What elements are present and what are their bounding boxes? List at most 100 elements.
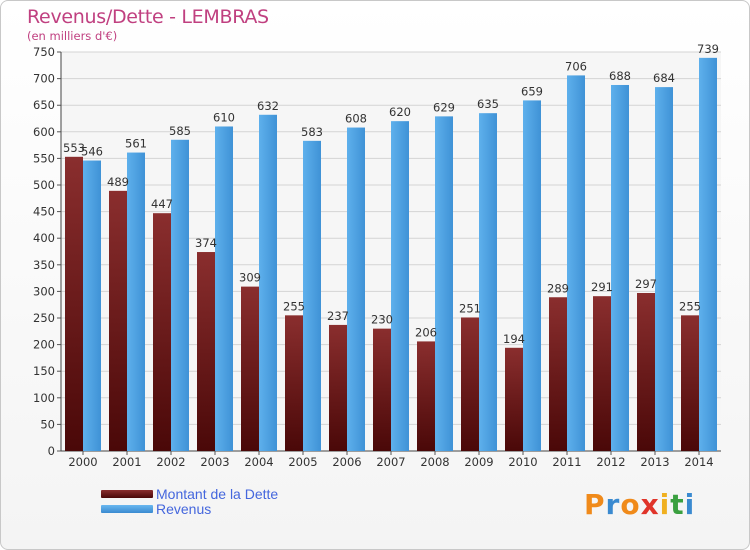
y-tick-label: 750 — [33, 45, 55, 59]
y-tick-label: 400 — [33, 231, 55, 245]
data-label-revenus: 635 — [477, 97, 499, 111]
logo-letter: P — [584, 488, 606, 521]
y-tick-label: 500 — [33, 178, 55, 192]
y-tick-label: 100 — [33, 391, 55, 405]
data-label-dette: 489 — [107, 175, 129, 189]
data-label-revenus: 684 — [653, 71, 675, 85]
logo-letter: t — [670, 488, 685, 521]
bar-dette — [153, 213, 171, 451]
x-tick-label: 2007 — [376, 455, 405, 469]
x-tick-label: 2010 — [508, 455, 537, 469]
bar-revenus — [567, 75, 585, 452]
data-label-dette: 374 — [195, 236, 217, 250]
y-tick-label: 650 — [33, 98, 55, 112]
data-label-dette: 447 — [151, 197, 173, 211]
x-tick-label: 2005 — [288, 455, 317, 469]
bar-dette — [505, 347, 523, 451]
data-label-revenus: 610 — [213, 110, 235, 124]
bar-revenus — [391, 121, 409, 451]
logo-letter: i — [684, 488, 696, 521]
data-label-revenus: 546 — [81, 145, 103, 159]
logo-letter: o — [620, 488, 641, 521]
x-tick-label: 2011 — [552, 455, 581, 469]
y-tick-label: 250 — [33, 311, 55, 325]
bar-dette — [373, 328, 391, 451]
bar-revenus — [171, 139, 189, 451]
y-tick-label: 550 — [33, 151, 55, 165]
bar-dette — [329, 324, 347, 451]
x-tick-label: 2006 — [332, 455, 361, 469]
chart-title: Revenus/Dette - LEMBRAS — [27, 6, 269, 28]
data-label-dette: 255 — [283, 299, 305, 313]
data-label-dette: 297 — [635, 277, 657, 291]
bar-dette — [637, 292, 655, 451]
data-label-revenus: 659 — [521, 84, 543, 98]
legend-swatch-dette — [101, 490, 153, 498]
x-tick-label: 2008 — [420, 455, 449, 469]
x-tick-label: 2004 — [244, 455, 273, 469]
chart-subtitle: (en milliers d'€) — [27, 29, 118, 43]
bar-revenus — [215, 126, 233, 451]
data-label-revenus: 632 — [257, 99, 279, 113]
legend-label-revenus: Revenus — [156, 501, 212, 517]
legend-swatch-revenus — [101, 505, 153, 513]
data-label-revenus: 561 — [125, 137, 147, 151]
y-tick-label: 350 — [33, 258, 55, 272]
data-label-revenus: 688 — [609, 69, 631, 83]
proxiti-logo: Proxiti — [584, 488, 695, 521]
bar-revenus — [347, 127, 365, 451]
data-label-dette: 237 — [327, 309, 349, 323]
y-tick-label: 600 — [33, 125, 55, 139]
bar-dette — [109, 190, 127, 452]
bar-revenus — [303, 140, 321, 451]
bar-dette — [285, 315, 303, 451]
bar-dette — [197, 252, 215, 451]
bar-revenus — [259, 114, 277, 451]
data-label-dette: 251 — [459, 301, 481, 315]
x-tick-label: 2012 — [596, 455, 625, 469]
bar-revenus — [655, 87, 673, 451]
logo-letter: i — [659, 488, 671, 521]
x-tick-label: 2002 — [156, 455, 185, 469]
bar-revenus — [83, 160, 101, 451]
y-tick-label: 700 — [33, 72, 55, 86]
bar-dette — [461, 317, 479, 451]
data-label-revenus: 706 — [565, 59, 587, 73]
logo-letter: x — [640, 488, 660, 521]
data-label-revenus: 629 — [433, 100, 455, 114]
data-label-dette: 255 — [679, 299, 701, 313]
bar-dette — [681, 315, 699, 451]
bar-revenus — [435, 116, 453, 451]
x-tick-label: 2000 — [68, 455, 97, 469]
y-tick-label: 150 — [33, 364, 55, 378]
bar-dette — [593, 296, 611, 451]
y-tick-label: 200 — [33, 338, 55, 352]
data-label-dette: 553 — [63, 141, 85, 155]
y-tick-label: 300 — [33, 284, 55, 298]
data-label-revenus: 620 — [389, 105, 411, 119]
x-tick-label: 2009 — [464, 455, 493, 469]
bar-dette — [241, 286, 259, 451]
bar-dette — [549, 297, 567, 451]
x-tick-label: 2013 — [640, 455, 669, 469]
legend-label-dette: Montant de la Dette — [156, 486, 279, 502]
data-label-dette: 230 — [371, 313, 393, 327]
bar-revenus — [523, 100, 541, 452]
logo-letter: r — [605, 488, 621, 521]
bar-revenus — [479, 113, 497, 452]
bar-dette — [65, 156, 83, 451]
data-label-revenus: 739 — [697, 42, 719, 56]
bar-dette — [417, 341, 435, 451]
y-tick-label: 0 — [48, 444, 55, 458]
x-tick-label: 2003 — [200, 455, 229, 469]
data-label-dette: 309 — [239, 271, 261, 285]
x-tick-label: 2001 — [112, 455, 141, 469]
data-label-revenus: 583 — [301, 125, 323, 139]
data-label-dette: 194 — [503, 332, 525, 346]
data-label-dette: 289 — [547, 281, 569, 295]
bar-revenus — [127, 152, 145, 451]
x-tick-label: 2014 — [684, 455, 713, 469]
y-tick-label: 50 — [40, 417, 55, 431]
